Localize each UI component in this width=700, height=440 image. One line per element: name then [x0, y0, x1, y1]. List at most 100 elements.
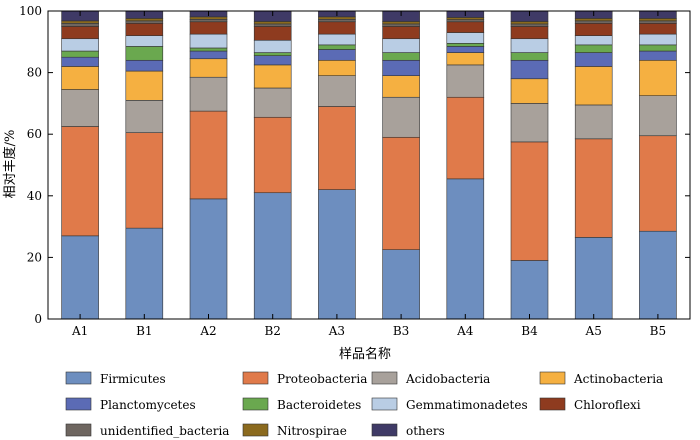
bar-segment-B5-Actinobacteria — [639, 59, 677, 96]
bar-stacks — [61, 10, 677, 320]
bar-segment-A1-Gemmatimonadetes — [61, 38, 99, 52]
bar-segment-B5-Planctomycetes — [639, 50, 677, 61]
legend-swatch — [371, 371, 398, 385]
bar-segment-B5-Acidobacteria — [639, 95, 677, 137]
bar-segment-B2-Acidobacteria — [253, 87, 292, 118]
bar-segment-A4-Nitrospirae — [446, 17, 485, 20]
bar-segment-B2-Bacteroidetes — [253, 52, 292, 56]
y-tick-label: 60 — [27, 127, 42, 141]
legend-swatch — [371, 423, 398, 437]
bar-segment-B1-Firmicutes — [125, 227, 164, 320]
legend-label: Firmicutes — [100, 372, 166, 386]
bar-segment-A2-Proteobacteria — [189, 110, 228, 200]
bar-segment-A5-Proteobacteria — [574, 138, 613, 238]
y-tick-label: 40 — [27, 189, 42, 203]
legend-item-Acidobacteria: Acidobacteria — [371, 371, 490, 386]
bar-segment-A1-unidentified_bacteria — [61, 23, 99, 27]
legend-swatch — [242, 371, 269, 385]
bar-segment-B3-Chloroflexi — [382, 26, 420, 40]
bar-segment-B2-Proteobacteria — [253, 116, 292, 194]
bar-stack-A1 — [61, 10, 99, 320]
bar-stack-A2 — [189, 10, 228, 320]
bar-segment-A5-Bacteroidetes — [574, 44, 613, 53]
bar-segment-B1-Nitrospirae — [125, 18, 164, 22]
bar-segment-B2-Gemmatimonadetes — [253, 39, 292, 53]
legend-label: Planctomycetes — [100, 398, 196, 412]
bar-segment-A4-Bacteroidetes — [446, 43, 485, 47]
bar-segment-A5-unidentified_bacteria — [574, 20, 613, 24]
x-tick-label: A5 — [585, 324, 602, 338]
bar-segment-A4-Acidobacteria — [446, 64, 485, 98]
bar-segment-A3-unidentified_bacteria — [318, 19, 356, 23]
bar-stack-A4 — [446, 10, 485, 320]
bar-segment-A3-Nitrospirae — [318, 16, 356, 20]
bar-segment-B3-Nitrospirae — [382, 21, 420, 25]
plot-frame — [47, 10, 691, 320]
bar-segment-B4-Gemmatimonadetes — [510, 38, 549, 53]
y-tick-label: 0 — [34, 312, 42, 326]
legend-label: unidentified_bacteria — [100, 424, 229, 438]
y-axis: 0 20 40 60 80 100 — [19, 4, 690, 326]
x-tick-label: A4 — [456, 324, 474, 338]
bar-segment-B2-Firmicutes — [253, 192, 292, 320]
bar-segment-B2-unidentified_bacteria — [253, 23, 292, 27]
legend: Firmicutes Proteobacteria Acidobacteria Act… — [65, 371, 663, 438]
bar-segment-A2-Planctomycetes — [189, 50, 228, 60]
bar-segment-A4-Firmicutes — [446, 178, 485, 320]
legend-item-Firmicutes: Firmicutes — [65, 371, 166, 386]
bar-segment-A2-Firmicutes — [189, 198, 228, 320]
bar-stack-B2 — [253, 10, 292, 320]
legend-label: Gemmatimonadetes — [406, 398, 528, 412]
bar-segment-A4-Planctomycetes — [446, 46, 485, 53]
bar-segment-A3-Chloroflexi — [318, 21, 356, 35]
bar-stack-B5 — [639, 10, 677, 320]
legend-swatch — [539, 397, 566, 411]
x-tick-label: A2 — [199, 324, 216, 338]
bar-segment-B4-Bacteroidetes — [510, 52, 549, 61]
bar-segment-B4-Firmicutes — [510, 260, 549, 320]
x-tick-label: B3 — [393, 324, 409, 338]
bar-stack-A5 — [574, 10, 613, 320]
bar-segment-B5-Gemmatimonadetes — [639, 33, 677, 46]
bar-segment-A3-Acidobacteria — [318, 75, 356, 107]
legend-item-Actinobacteria: Actinobacteria — [539, 371, 663, 386]
bar-segment-A2-Actinobacteria — [189, 58, 228, 78]
bar-segment-B5-unidentified_bacteria — [639, 20, 677, 24]
bar-segment-A4-Proteobacteria — [446, 96, 485, 180]
bar-segment-B1-Gemmatimonadetes — [125, 35, 164, 47]
bar-segment-B1-Actinobacteria — [125, 70, 164, 101]
bar-segment-A5-Acidobacteria — [574, 104, 613, 140]
bar-segment-B3-Proteobacteria — [382, 136, 420, 250]
bar-segment-A4-Chloroflexi — [446, 21, 485, 33]
x-tick-label: B5 — [650, 324, 666, 338]
bar-segment-B4-Chloroflexi — [510, 26, 549, 40]
x-tick-label: A3 — [328, 324, 345, 338]
bar-segment-A3-Bacteroidetes — [318, 44, 356, 50]
legend-swatch — [242, 423, 269, 437]
y-axis-label: 相对丰度/% — [2, 130, 18, 199]
bar-segment-B1-Bacteroidetes — [125, 46, 164, 61]
legend-swatch — [539, 371, 566, 385]
bar-stack-B3 — [382, 10, 420, 320]
bar-segment-A2-Gemmatimonadetes — [189, 33, 228, 49]
legend-swatch — [65, 397, 92, 411]
bar-segment-B1-Acidobacteria — [125, 100, 164, 133]
bar-segment-A1-Actinobacteria — [61, 66, 99, 90]
bar-segment-B3-Actinobacteria — [382, 75, 420, 98]
bar-segment-B1-Chloroflexi — [125, 23, 164, 36]
bar-segment-A5-Planctomycetes — [574, 52, 613, 67]
y-tick-label: 80 — [27, 66, 42, 80]
bar-segment-B2-Nitrospirae — [253, 21, 292, 25]
bar-segment-A5-Gemmatimonadetes — [574, 35, 613, 46]
bar-segment-B4-Acidobacteria — [510, 103, 549, 143]
bar-stack-B1 — [125, 10, 164, 320]
bar-segment-A3-Firmicutes — [318, 189, 356, 320]
bar-segment-B1-Proteobacteria — [125, 132, 164, 229]
bar-segment-A4-unidentified_bacteria — [446, 19, 485, 23]
legend-label: Acidobacteria — [405, 372, 490, 386]
bar-segment-B2-Actinobacteria — [253, 64, 292, 89]
legend-label: Bacteroidetes — [277, 398, 361, 412]
bar-segment-B1-Planctomycetes — [125, 59, 164, 72]
bar-segment-B4-Actinobacteria — [510, 78, 549, 104]
